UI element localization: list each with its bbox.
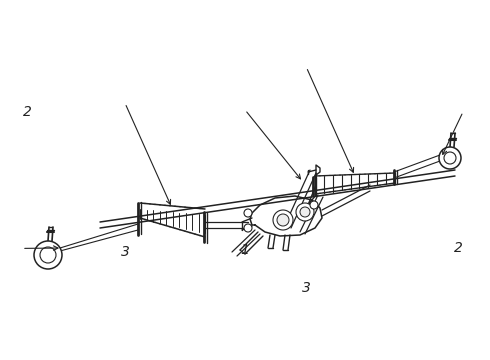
Text: 2: 2 bbox=[23, 105, 31, 118]
Text: 3: 3 bbox=[302, 281, 311, 295]
Circle shape bbox=[277, 214, 289, 226]
Circle shape bbox=[296, 203, 314, 221]
Circle shape bbox=[40, 247, 56, 263]
Circle shape bbox=[244, 224, 252, 232]
Circle shape bbox=[439, 147, 461, 169]
Polygon shape bbox=[308, 165, 320, 205]
Text: 1: 1 bbox=[241, 243, 249, 257]
Text: 3: 3 bbox=[121, 245, 129, 259]
Circle shape bbox=[444, 152, 456, 164]
Polygon shape bbox=[250, 196, 322, 236]
Circle shape bbox=[310, 201, 318, 209]
Circle shape bbox=[244, 209, 252, 217]
Text: 2: 2 bbox=[454, 242, 463, 255]
Circle shape bbox=[273, 210, 293, 230]
Circle shape bbox=[300, 207, 310, 217]
Circle shape bbox=[34, 241, 62, 269]
